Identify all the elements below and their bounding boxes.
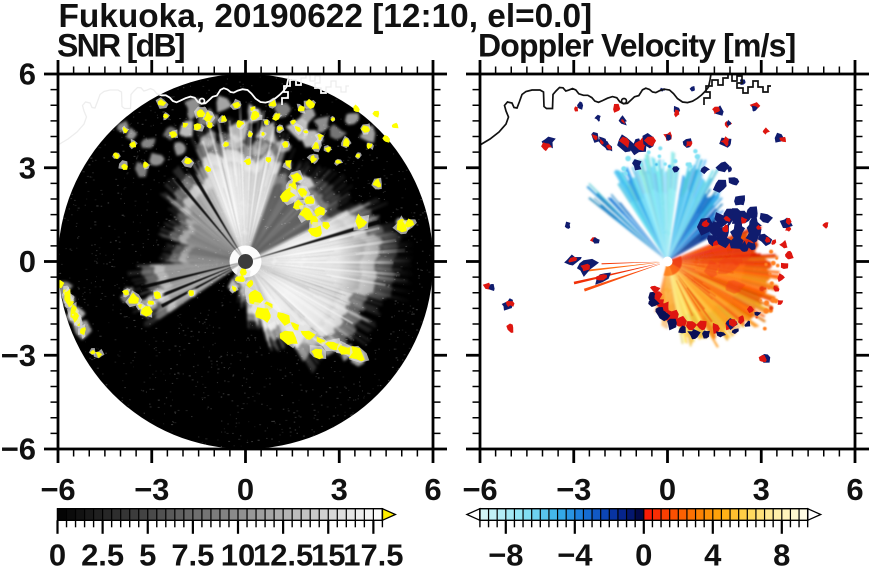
svg-text:−3: −3 (134, 472, 169, 507)
svg-text:Doppler Velocity [m/s]: Doppler Velocity [m/s] (478, 28, 795, 64)
svg-text:10: 10 (221, 538, 255, 570)
svg-text:−4: −4 (557, 538, 593, 570)
svg-text:5: 5 (139, 538, 156, 570)
svg-text:−6: −6 (40, 472, 75, 507)
svg-text:3: 3 (753, 472, 770, 507)
svg-text:0: 0 (19, 244, 36, 279)
svg-text:2.5: 2.5 (81, 538, 124, 570)
svg-text:3: 3 (19, 150, 36, 185)
svg-text:0: 0 (49, 538, 66, 570)
svg-text:12.5: 12.5 (253, 538, 313, 570)
svg-text:0: 0 (237, 472, 254, 507)
svg-text:Fukuoka, 20190622 [12:10, el=0: Fukuoka, 20190622 [12:10, el=0.0] (59, 0, 593, 35)
svg-text:3: 3 (331, 472, 348, 507)
svg-text:4: 4 (704, 538, 722, 570)
svg-text:17.5: 17.5 (343, 538, 403, 570)
svg-text:−3: −3 (1, 338, 36, 373)
svg-text:0: 0 (635, 538, 652, 570)
svg-text:−3: −3 (556, 472, 591, 507)
svg-text:6: 6 (19, 57, 36, 92)
svg-text:7.5: 7.5 (171, 538, 214, 570)
svg-text:−8: −8 (488, 538, 523, 570)
svg-text:8: 8 (773, 538, 790, 570)
svg-text:6: 6 (424, 472, 441, 507)
svg-text:6: 6 (846, 472, 863, 507)
svg-text:−6: −6 (1, 432, 36, 467)
svg-text:15: 15 (311, 538, 345, 570)
svg-text:SNR [dB]: SNR [dB] (57, 28, 184, 64)
svg-text:−6: −6 (462, 472, 497, 507)
svg-text:0: 0 (659, 472, 676, 507)
